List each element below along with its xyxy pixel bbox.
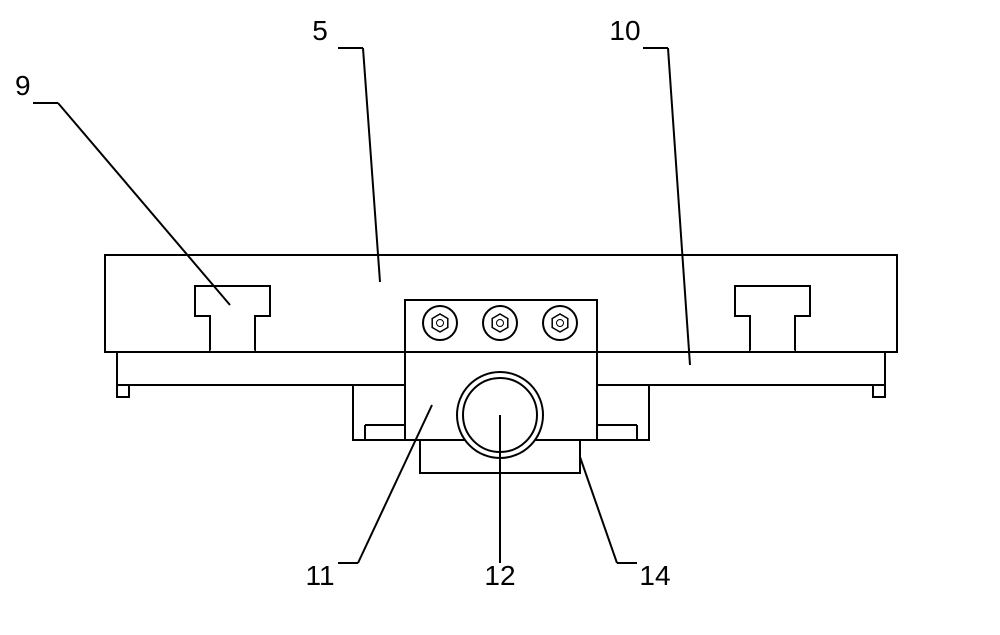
- callout-label-14: 14: [639, 560, 670, 591]
- callout-label-10: 10: [609, 15, 640, 46]
- callout-label-12: 12: [484, 560, 515, 591]
- technical-drawing: 9 5 10 11 12 14: [0, 0, 1000, 635]
- callout-label-5: 5: [312, 15, 328, 46]
- callout-label-9: 9: [15, 70, 31, 101]
- callout-label-11: 11: [305, 560, 334, 591]
